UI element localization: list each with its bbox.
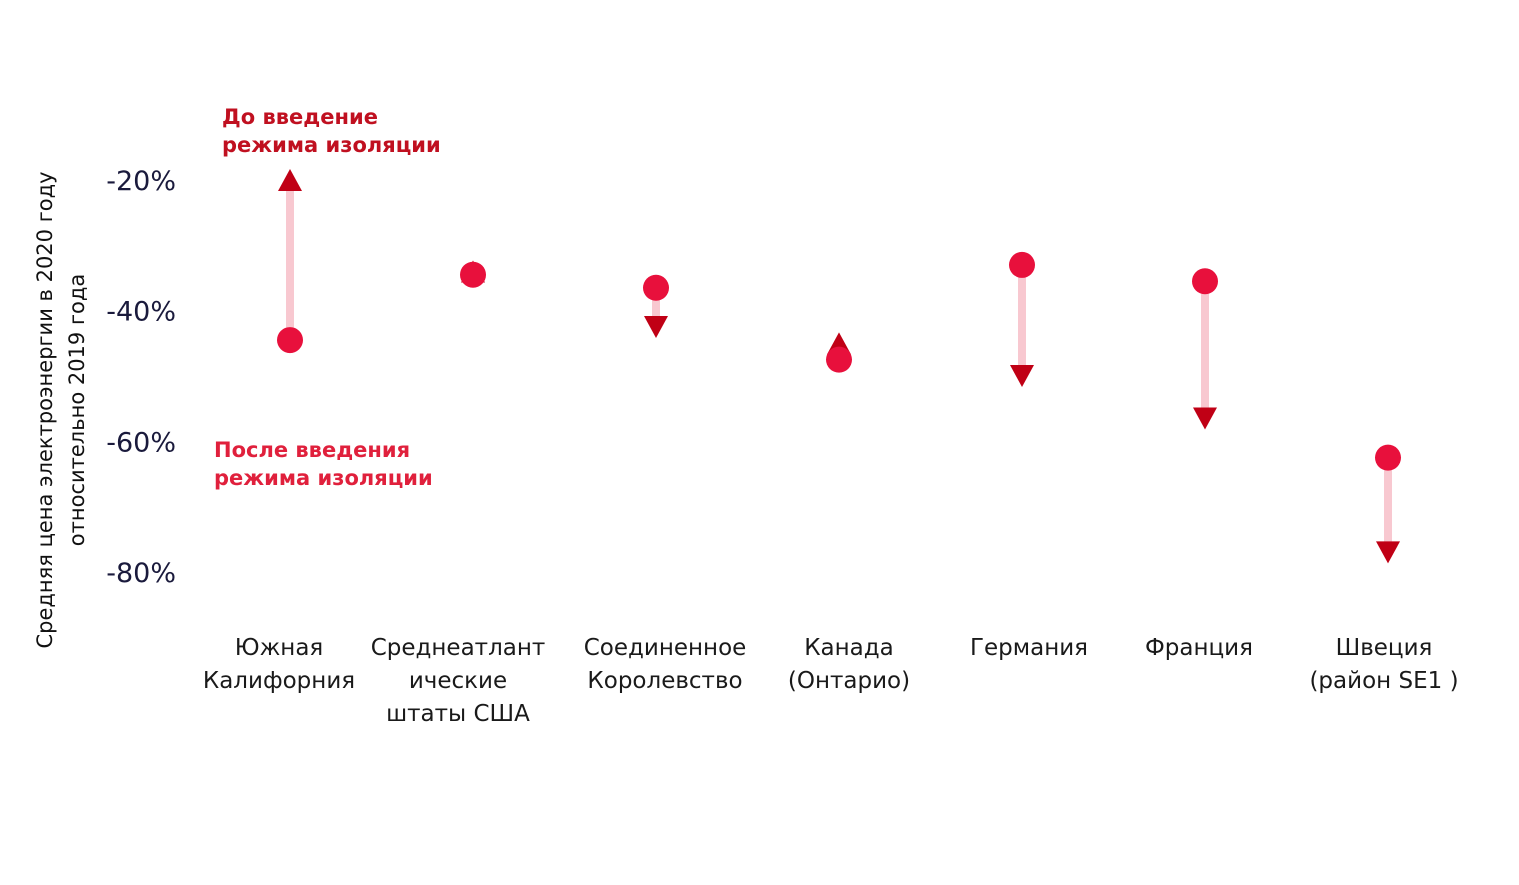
y-tick-label: -40% (106, 297, 176, 328)
x-category-label: штаты США (386, 701, 530, 727)
y-tick-label: -20% (106, 166, 176, 197)
before-lockdown-marker (1375, 444, 1401, 471)
y-tick-label: -60% (106, 427, 176, 458)
x-category-label: Соединенное (584, 635, 747, 661)
x-category-label: Канада (804, 635, 894, 661)
before-lockdown-marker (643, 274, 669, 301)
annotation-after-lockdown: режима изоляции (214, 466, 433, 490)
x-category-label: Среднеатлант (371, 635, 546, 661)
x-category-label: (Онтарио) (788, 668, 910, 694)
before-lockdown-marker (1009, 251, 1035, 278)
x-category-label: Южная (235, 635, 324, 661)
x-category-label: Франция (1145, 635, 1253, 661)
annotation-before-lockdown: режима изоляции (222, 133, 441, 157)
after-lockdown-marker (278, 169, 302, 191)
after-lockdown-marker (1376, 541, 1400, 564)
y-axis-title-line: Средняя цена электроэнергии в 2020 году (33, 171, 57, 648)
x-category-label: (район SE1 ) (1309, 668, 1458, 694)
before-lockdown-marker (1192, 268, 1218, 295)
x-category-label: Швеция (1336, 635, 1433, 661)
x-category-label: Королевство (587, 668, 742, 694)
x-category-label: Германия (970, 635, 1088, 661)
y-axis-title-line: относительно 2019 года (65, 274, 89, 546)
after-lockdown-marker (1193, 407, 1217, 430)
before-lockdown-marker (277, 327, 303, 354)
before-lockdown-marker (826, 346, 852, 373)
y-tick-label: -80% (106, 558, 176, 589)
annotation-before-lockdown: До введение (222, 105, 378, 129)
after-lockdown-marker (644, 316, 668, 338)
before-lockdown-marker (460, 261, 486, 288)
x-category-label: Калифорния (203, 668, 355, 694)
x-category-label: ические (409, 668, 507, 694)
after-lockdown-marker (1010, 365, 1034, 387)
annotation-after-lockdown: После введения (214, 438, 410, 462)
